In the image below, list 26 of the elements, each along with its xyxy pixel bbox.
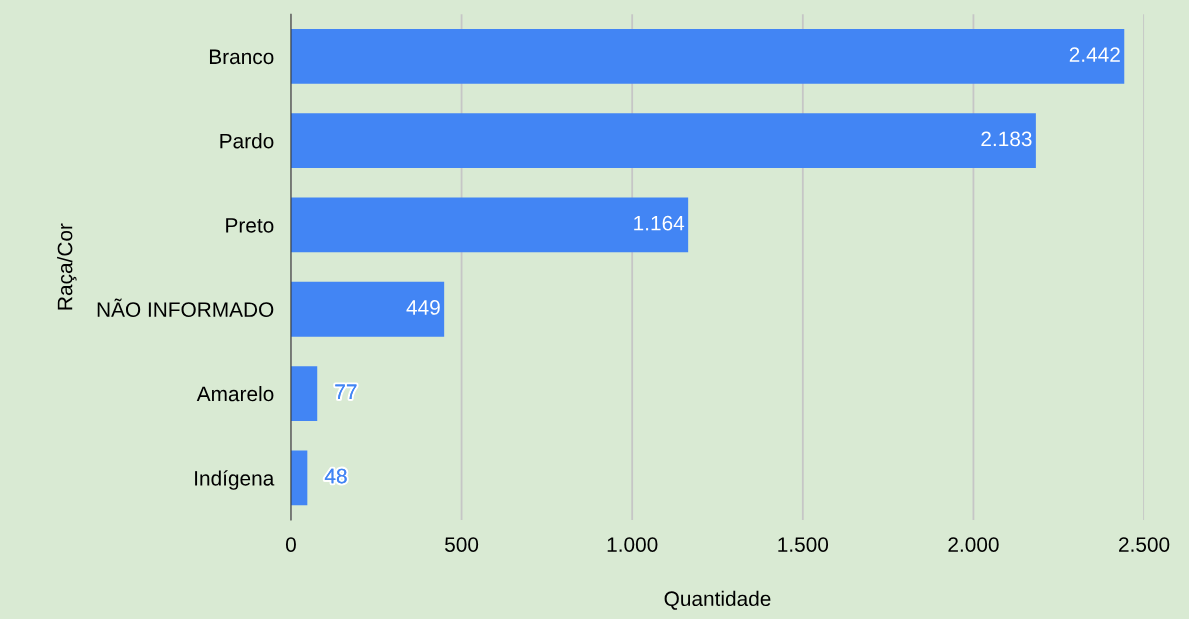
data-label: 2.442	[1069, 47, 1120, 62]
y-tick-label: NÃO INFORMADO	[97, 298, 274, 317]
y-tick-label: Amarelo	[196, 385, 274, 402]
x-tick-label: 0	[285, 537, 296, 552]
data-label: 2.183	[981, 131, 1032, 147]
x-tick-label: 1.000	[607, 537, 658, 552]
bar	[290, 450, 308, 506]
y-tick-label: Preto	[226, 218, 274, 233]
y-axis-title: Raça/Cor	[57, 223, 77, 310]
data-label: 48	[324, 468, 347, 484]
bar	[290, 366, 318, 421]
x-tick-label: 2.000	[948, 537, 999, 552]
bar	[290, 197, 689, 253]
x-tick-label: 1.500	[778, 537, 829, 552]
x-tick-label: 2.500	[1119, 537, 1170, 552]
data-label: 449	[406, 300, 440, 315]
data-label: 77	[335, 384, 357, 399]
y-tick-label: Branco	[209, 49, 274, 65]
y-tick-label: Indígena	[195, 470, 275, 490]
data-label: 1.164	[634, 215, 685, 231]
bar	[290, 113, 1036, 169]
bar	[290, 28, 1125, 84]
y-tick-label: Pardo	[220, 133, 274, 149]
x-axis-title: Quantidade	[664, 590, 771, 610]
bar	[290, 281, 445, 337]
x-tick-label: 500	[445, 537, 479, 552]
